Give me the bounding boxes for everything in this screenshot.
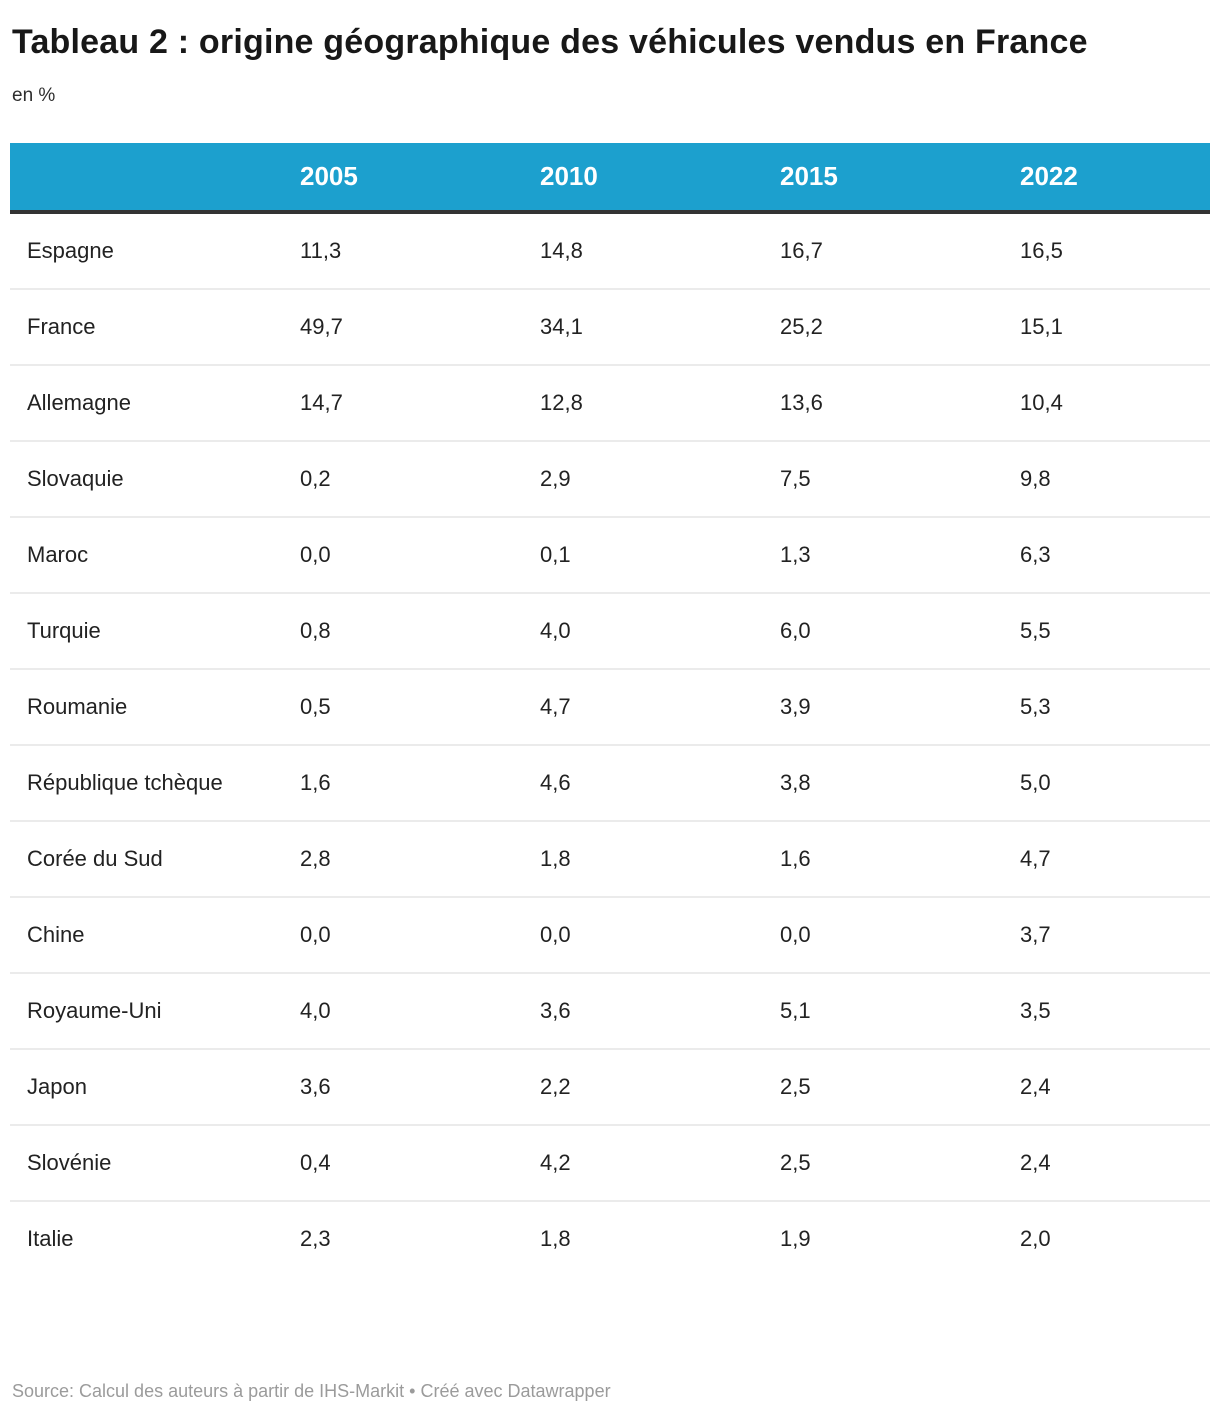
source-line: Source: Calcul des auteurs à partir de I… bbox=[12, 1380, 611, 1402]
cell-value: 1,6 bbox=[290, 743, 530, 821]
cell-value: 13,6 bbox=[770, 363, 1010, 441]
table-row: Roumanie 0,5 4,7 3,9 5,3 bbox=[10, 667, 1210, 745]
cell-value: 0,8 bbox=[290, 591, 530, 669]
table-row: Italie 2,3 1,8 1,9 2,0 bbox=[10, 1199, 1210, 1276]
cell-value: 15,1 bbox=[1010, 287, 1210, 365]
table-row: Maroc 0,0 0,1 1,3 6,3 bbox=[10, 515, 1210, 593]
cell-value: 14,8 bbox=[530, 211, 770, 289]
table-row: Allemagne 14,7 12,8 13,6 10,4 bbox=[10, 363, 1210, 441]
row-label: République tchèque bbox=[10, 743, 290, 821]
cell-value: 5,1 bbox=[770, 971, 1010, 1049]
cell-value: 5,5 bbox=[1010, 591, 1210, 669]
cell-value: 1,6 bbox=[770, 819, 1010, 897]
cell-value: 12,8 bbox=[530, 363, 770, 441]
table-row: République tchèque 1,6 4,6 3,8 5,0 bbox=[10, 743, 1210, 821]
cell-value: 1,8 bbox=[530, 1199, 770, 1276]
cell-value: 34,1 bbox=[530, 287, 770, 365]
cell-value: 3,8 bbox=[770, 743, 1010, 821]
cell-value: 2,5 bbox=[770, 1123, 1010, 1201]
cell-value: 0,0 bbox=[290, 515, 530, 593]
row-label: France bbox=[10, 287, 290, 365]
cell-value: 4,6 bbox=[530, 743, 770, 821]
cell-value: 3,6 bbox=[290, 1047, 530, 1125]
row-label: Turquie bbox=[10, 591, 290, 669]
row-label: Chine bbox=[10, 895, 290, 973]
cell-value: 1,8 bbox=[530, 819, 770, 897]
cell-value: 10,4 bbox=[1010, 363, 1210, 441]
cell-value: 1,3 bbox=[770, 515, 1010, 593]
row-label: Maroc bbox=[10, 515, 290, 593]
cell-value: 14,7 bbox=[290, 363, 530, 441]
cell-value: 0,2 bbox=[290, 439, 530, 517]
cell-value: 4,7 bbox=[530, 667, 770, 745]
cell-value: 6,3 bbox=[1010, 515, 1210, 593]
cell-value: 16,5 bbox=[1010, 211, 1210, 289]
cell-value: 2,9 bbox=[530, 439, 770, 517]
cell-value: 4,2 bbox=[530, 1123, 770, 1201]
cell-value: 6,0 bbox=[770, 591, 1010, 669]
cell-value: 2,3 bbox=[290, 1199, 530, 1276]
column-header-2010: 2010 bbox=[530, 142, 770, 214]
cell-value: 16,7 bbox=[770, 211, 1010, 289]
cell-value: 5,3 bbox=[1010, 667, 1210, 745]
cell-value: 2,8 bbox=[290, 819, 530, 897]
cell-value: 3,5 bbox=[1010, 971, 1210, 1049]
cell-value: 2,2 bbox=[530, 1047, 770, 1125]
page-subtitle: en % bbox=[12, 84, 56, 106]
cell-value: 49,7 bbox=[290, 287, 530, 365]
cell-value: 0,1 bbox=[530, 515, 770, 593]
row-label: Allemagne bbox=[10, 363, 290, 441]
row-label: Slovaquie bbox=[10, 439, 290, 517]
table-row: Chine 0,0 0,0 0,0 3,7 bbox=[10, 895, 1210, 973]
cell-value: 25,2 bbox=[770, 287, 1010, 365]
cell-value: 2,5 bbox=[770, 1047, 1010, 1125]
row-label: Royaume-Uni bbox=[10, 971, 290, 1049]
table-row: Espagne 11,3 14,8 16,7 16,5 bbox=[10, 211, 1210, 289]
column-header-2022: 2022 bbox=[1010, 142, 1210, 214]
cell-value: 0,0 bbox=[290, 895, 530, 973]
row-label: Espagne bbox=[10, 211, 290, 289]
row-label: Roumanie bbox=[10, 667, 290, 745]
cell-value: 2,0 bbox=[1010, 1199, 1210, 1276]
row-label: Slovénie bbox=[10, 1123, 290, 1201]
footer-separator: • bbox=[404, 1381, 421, 1401]
table-row: Slovénie 0,4 4,2 2,5 2,4 bbox=[10, 1123, 1210, 1201]
table-row: Turquie 0,8 4,0 6,0 5,5 bbox=[10, 591, 1210, 669]
row-label: Italie bbox=[10, 1199, 290, 1276]
table-header-row: 2005 2010 2015 2022 bbox=[10, 142, 1210, 214]
cell-value: 0,0 bbox=[770, 895, 1010, 973]
cell-value: 0,5 bbox=[290, 667, 530, 745]
table-row: Japon 3,6 2,2 2,5 2,4 bbox=[10, 1047, 1210, 1125]
cell-value: 2,4 bbox=[1010, 1047, 1210, 1125]
column-header-2005: 2005 bbox=[290, 142, 530, 214]
data-table: 2005 2010 2015 2022 Espagne 11,3 14,8 16,7 1… bbox=[10, 142, 1210, 1276]
column-header-2015: 2015 bbox=[770, 142, 1010, 214]
cell-value: 11,3 bbox=[290, 211, 530, 289]
table-body: Espagne 11,3 14,8 16,7 16,5 France 49,7 34,1 25,… bbox=[10, 211, 1210, 1276]
cell-value: 4,0 bbox=[290, 971, 530, 1049]
row-label: Japon bbox=[10, 1047, 290, 1125]
source-text: Source: Calcul des auteurs à partir de I… bbox=[12, 1381, 405, 1401]
column-header-empty bbox=[10, 142, 290, 214]
cell-value: 3,7 bbox=[1010, 895, 1210, 973]
cell-value: 0,0 bbox=[530, 895, 770, 973]
cell-value: 4,7 bbox=[1010, 819, 1210, 897]
cell-value: 3,9 bbox=[770, 667, 1010, 745]
cell-value: 7,5 bbox=[770, 439, 1010, 517]
cell-value: 5,0 bbox=[1010, 743, 1210, 821]
cell-value: 1,9 bbox=[770, 1199, 1010, 1276]
datawrapper-credit-link[interactable]: Créé avec Datawrapper bbox=[420, 1381, 611, 1401]
table-row: Corée du Sud 2,8 1,8 1,6 4,7 bbox=[10, 819, 1210, 897]
cell-value: 9,8 bbox=[1010, 439, 1210, 517]
page-title: Tableau 2 : origine géographique des véh… bbox=[12, 23, 1088, 61]
table-row: Royaume-Uni 4,0 3,6 5,1 3,5 bbox=[10, 971, 1210, 1049]
cell-value: 3,6 bbox=[530, 971, 770, 1049]
cell-value: 2,4 bbox=[1010, 1123, 1210, 1201]
cell-value: 4,0 bbox=[530, 591, 770, 669]
row-label: Corée du Sud bbox=[10, 819, 290, 897]
cell-value: 0,4 bbox=[290, 1123, 530, 1201]
table-row: France 49,7 34,1 25,2 15,1 bbox=[10, 287, 1210, 365]
table-row: Slovaquie 0,2 2,9 7,5 9,8 bbox=[10, 439, 1210, 517]
